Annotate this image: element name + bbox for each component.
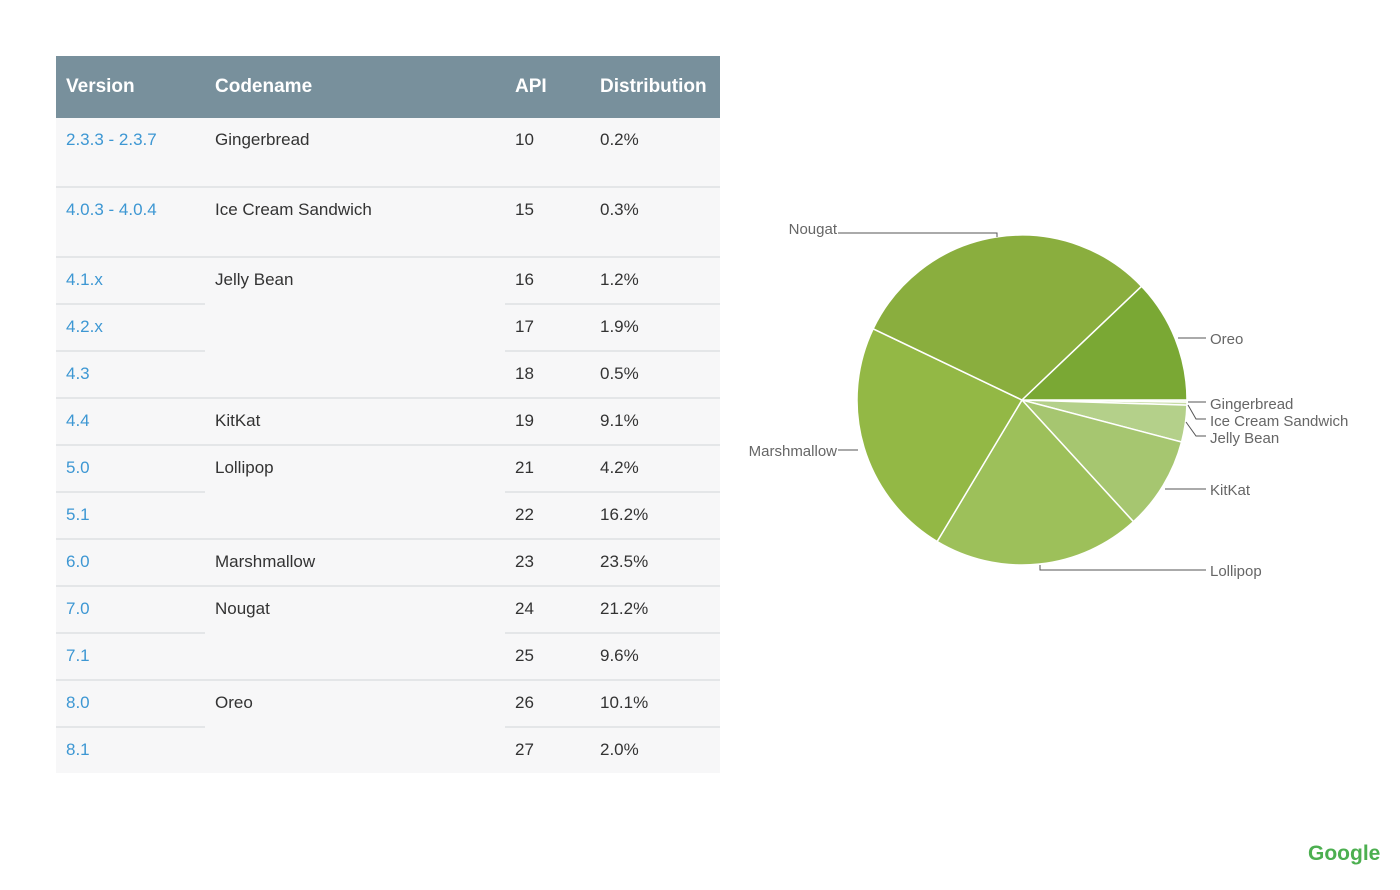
table-row: 4.2.x 17 1.9% xyxy=(56,303,720,351)
google-logo: Google xyxy=(1308,842,1381,865)
version-link[interactable]: 7.0 xyxy=(56,585,205,633)
table-row: 6.0 Marshmallow 23 23.5% xyxy=(56,538,720,586)
leader-line xyxy=(838,232,998,237)
codename-cell: Ice Cream Sandwich xyxy=(205,186,505,257)
pie-label: Gingerbread xyxy=(1210,396,1293,413)
col-distribution: Distribution xyxy=(590,56,720,118)
api-cell: 17 xyxy=(505,303,590,351)
table-row: 8.1 27 2.0% xyxy=(56,726,720,773)
table-row: 7.1 25 9.6% xyxy=(56,632,720,680)
distribution-cell: 9.6% xyxy=(590,632,720,680)
api-cell: 18 xyxy=(505,350,590,398)
api-cell: 10 xyxy=(515,130,534,149)
distribution-cell: 1.2% xyxy=(590,256,720,304)
leader-line xyxy=(1185,421,1206,437)
distribution-table: Version Codename API Distribution 2.3.3 … xyxy=(56,56,720,773)
pie-slice-lollipop xyxy=(936,398,1135,566)
api-cell: 24 xyxy=(505,585,590,633)
pie-label: KitKat xyxy=(1210,482,1251,499)
table-row: 7.0 Nougat 24 21.2% xyxy=(56,585,720,680)
distribution-cell: 4.2% xyxy=(590,444,720,492)
version-link[interactable]: 5.1 xyxy=(56,491,205,539)
pie-label: Lollipop xyxy=(1210,563,1262,580)
version-link[interactable]: 4.3 xyxy=(56,350,205,398)
pie-slice-kitkat xyxy=(1019,398,1183,523)
version-link[interactable]: 4.1.x xyxy=(56,256,205,304)
pie-label: Nougat xyxy=(789,221,838,238)
col-codename: Codename xyxy=(205,56,505,118)
version-link[interactable]: 8.0 xyxy=(56,679,205,727)
table-row: 5.0 Lollipop 21 4.2% xyxy=(56,444,720,539)
distribution-cell: 1.9% xyxy=(590,303,720,351)
col-api: API xyxy=(505,56,590,118)
leader-line xyxy=(1187,404,1206,420)
pie-slice-oreo xyxy=(1020,285,1188,401)
version-link[interactable]: 7.1 xyxy=(56,632,205,680)
api-cell: 21 xyxy=(505,444,590,492)
codename-cell: Nougat xyxy=(205,585,505,680)
col-version: Version xyxy=(56,56,205,118)
api-cell: 26 xyxy=(505,679,590,727)
version-link[interactable]: 2.3.3 - 2.3.7 xyxy=(66,130,157,149)
codename-cell: Oreo xyxy=(205,679,505,773)
distribution-cell: 10.1% xyxy=(590,679,720,727)
version-link[interactable]: 8.1 xyxy=(56,726,205,773)
distribution-cell: 23.5% xyxy=(590,538,720,586)
codename-cell: Lollipop xyxy=(205,444,505,539)
table-row: 5.1 22 16.2% xyxy=(56,491,720,539)
table-row: 4.4 KitKat 19 9.1% xyxy=(56,397,720,445)
api-cell: 22 xyxy=(505,491,590,539)
distribution-cell: 21.2% xyxy=(590,585,720,633)
pie-label: Marshmallow xyxy=(749,443,838,460)
distribution-cell: 2.0% xyxy=(590,726,720,773)
api-cell: 16 xyxy=(505,256,590,304)
codename-cell: Jelly Bean xyxy=(205,256,505,398)
api-cell: 19 xyxy=(505,397,590,445)
distribution-cell: 0.5% xyxy=(590,350,720,398)
codename-cell: KitKat xyxy=(205,397,505,445)
pie-label: Oreo xyxy=(1210,331,1243,348)
table-row: 4.1.x Jelly Bean 16 1.2% xyxy=(56,256,720,398)
version-link[interactable]: 4.4 xyxy=(56,397,205,445)
api-cell: 27 xyxy=(505,726,590,773)
leader-line xyxy=(1039,565,1206,571)
distribution-cell: 9.1% xyxy=(590,397,720,445)
distribution-cell: 0.2% xyxy=(600,130,639,149)
table-row: 8.0 Oreo 26 10.1% xyxy=(56,679,720,773)
codename-cell: Gingerbread xyxy=(205,118,505,187)
pie-label: Jelly Bean xyxy=(1210,430,1279,447)
pie-slice-marshmallow xyxy=(856,327,1024,543)
version-link[interactable]: 5.0 xyxy=(56,444,205,492)
pie-slice-nougat xyxy=(872,234,1143,401)
pie-label: Ice Cream Sandwich xyxy=(1210,413,1348,430)
table-row: 4.3 18 0.5% xyxy=(56,350,720,398)
api-cell: 25 xyxy=(505,632,590,680)
version-link[interactable]: 6.0 xyxy=(56,538,205,586)
table-row: 2.3.3 - 2.3.7 Gingerbread 10 0.2% xyxy=(56,118,720,187)
table-row: 4.0.3 - 4.0.4 Ice Cream Sandwich 15 0.3% xyxy=(56,186,720,257)
codename-cell: Marshmallow xyxy=(205,538,505,586)
distribution-cell: 16.2% xyxy=(590,491,720,539)
version-link[interactable]: 4.0.3 - 4.0.4 xyxy=(56,186,205,257)
api-cell: 15 xyxy=(505,186,590,257)
version-link[interactable]: 4.2.x xyxy=(56,303,205,351)
table-header: Version Codename API Distribution xyxy=(56,56,720,118)
distribution-cell: 0.3% xyxy=(590,186,720,257)
api-cell: 23 xyxy=(505,538,590,586)
